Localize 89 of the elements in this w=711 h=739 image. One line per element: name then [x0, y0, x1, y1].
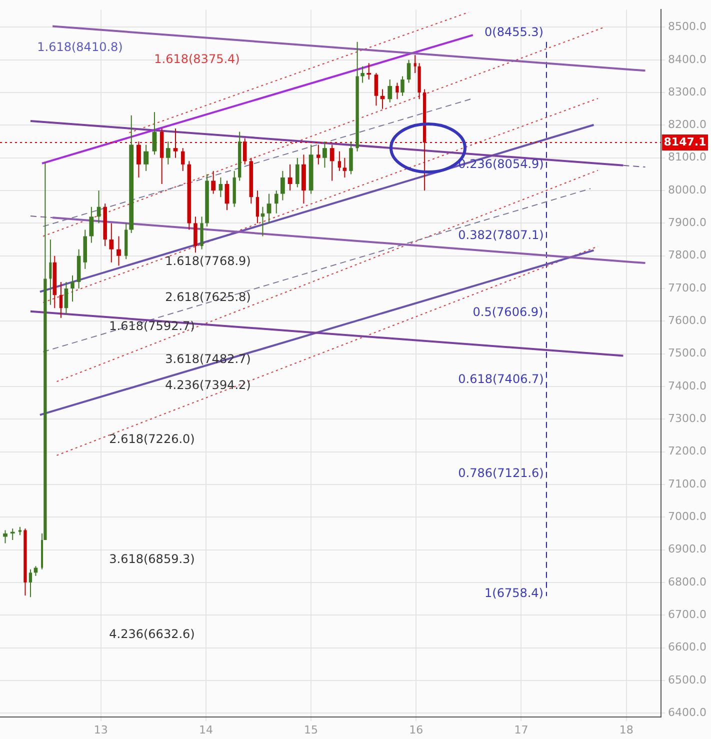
- y-tick-label: 7500.0: [668, 346, 706, 360]
- y-tick-label: 6500.0: [668, 673, 706, 686]
- annotation: 1.618(7592.7): [109, 319, 195, 334]
- candlestick: [280, 170, 285, 201]
- candlestick: [3, 530, 8, 544]
- y-tick-label: 8300.0: [668, 85, 706, 98]
- x-tick-label: 17: [514, 723, 528, 736]
- y-tick-label: 7200.0: [668, 444, 706, 458]
- annotation: 0.236(8054.9): [458, 157, 544, 172]
- y-tick-label: 7000.0: [668, 510, 706, 523]
- candlestick: [266, 193, 272, 224]
- candlestick: [256, 190, 260, 224]
- candlestick: [342, 157, 347, 178]
- candlestick: [34, 566, 38, 576]
- candlestick: [388, 78, 392, 103]
- candlestick: [242, 138, 247, 165]
- x-tick-label: 13: [94, 723, 108, 736]
- candlestick: [64, 281, 68, 316]
- y-tick-label: 6600.0: [668, 640, 706, 654]
- candlestick: [224, 180, 230, 211]
- y-tick-label: 8200.0: [668, 118, 706, 132]
- candlestick: [152, 112, 157, 156]
- y-tick-label: 6800.0: [668, 575, 706, 588]
- y-tick-label: 8000.0: [668, 183, 706, 196]
- candlestick: [288, 164, 292, 192]
- annotation: 1.618(8410.8): [37, 40, 123, 54]
- candlestick: [10, 528, 15, 540]
- candlestick: [330, 144, 334, 182]
- candlestick: [96, 190, 101, 224]
- annotation: 2.618(7625.8): [165, 290, 251, 304]
- y-tick-label: 7400.0: [668, 379, 706, 392]
- candlestick: [28, 568, 32, 598]
- x-tick-label: 16: [409, 723, 424, 736]
- annotation: 2.618(7226.0): [109, 432, 195, 446]
- y-tick-label: 7800.0: [668, 248, 706, 262]
- y-tick-label: 8400.0: [668, 52, 706, 66]
- candlestick: [374, 72, 378, 106]
- y-tick-label: 7300.0: [668, 412, 706, 426]
- x-tick-label: 18: [619, 723, 634, 736]
- annotation: 0.5(7606.9): [472, 305, 544, 320]
- candlestick: [59, 281, 63, 318]
- ref-line-label: 8147.1: [664, 135, 706, 148]
- annotation: 1(6758.4): [484, 586, 544, 600]
- candlestick: [338, 150, 342, 172]
- candlestick: [316, 144, 320, 165]
- annotation: 1.618(7768.9): [165, 254, 251, 268]
- candlestick: [180, 148, 185, 172]
- candlestick: [211, 170, 216, 194]
- annotation: 0(8455.3): [484, 25, 544, 40]
- annotation: 4.236(6632.6): [109, 627, 195, 642]
- candlestick: [349, 141, 353, 175]
- candlestick: [136, 141, 141, 178]
- y-tick-label: 7700.0: [668, 281, 706, 294]
- candlestick: [322, 141, 327, 168]
- y-tick-label: 7100.0: [668, 477, 706, 490]
- candlestick: [116, 236, 121, 266]
- annotation: 0.618(7406.7): [458, 372, 544, 386]
- candlestick: [49, 239, 52, 306]
- candlestick: [173, 128, 178, 158]
- x-tick-label: 14: [198, 723, 213, 736]
- candlestick: [166, 141, 170, 165]
- annotation: 1.618(8375.4): [154, 52, 240, 66]
- candlestick: [406, 59, 411, 84]
- y-tick-label: 6900.0: [668, 542, 706, 556]
- annotation: 3.618(6859.3): [109, 552, 195, 566]
- y-tick-label: 7900.0: [668, 216, 706, 230]
- candlestick: [200, 216, 204, 250]
- candlestick: [396, 82, 399, 100]
- candlestick: [194, 216, 198, 254]
- candlestick: [296, 157, 300, 188]
- candlestick: [89, 206, 94, 244]
- candlestick: [109, 222, 114, 263]
- annotation: 0.786(7121.6): [458, 466, 544, 480]
- candlestick: [366, 62, 372, 80]
- y-tick-label: 6400.0: [668, 706, 706, 719]
- annotation: 0.382(7807.1): [458, 228, 544, 242]
- y-tick-label: 8100.0: [668, 150, 706, 164]
- y-tick-label: 8500.0: [668, 20, 706, 34]
- candlestick: [274, 190, 278, 214]
- y-tick-label: 6700.0: [668, 608, 706, 621]
- candlestick: [218, 176, 223, 198]
- x-tick-label: 15: [304, 723, 318, 736]
- candlestick: [70, 274, 74, 302]
- annotation: 4.236(7394.2): [165, 378, 251, 392]
- candlestick: [144, 144, 149, 172]
- y-tick-label: 7600.0: [668, 314, 706, 328]
- candlestick: [400, 76, 404, 96]
- candlestick: [414, 54, 416, 74]
- candlestick: [360, 66, 364, 84]
